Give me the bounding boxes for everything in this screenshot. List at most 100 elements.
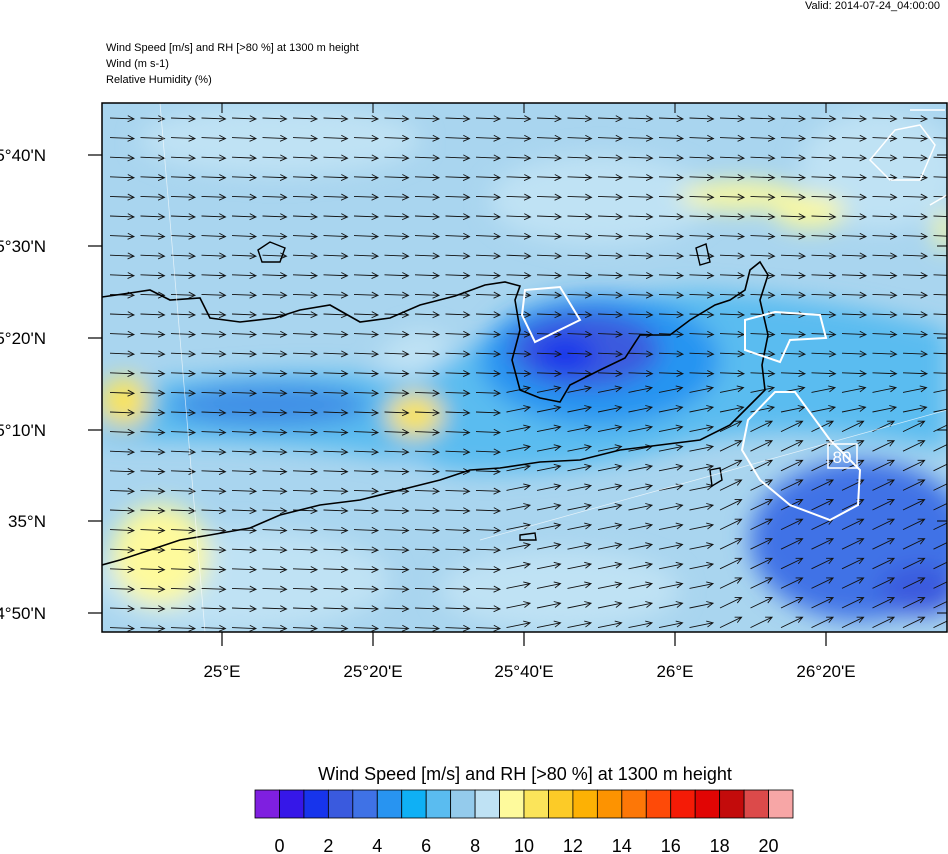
wind-arrow [475, 174, 502, 181]
wind-arrow [536, 134, 563, 142]
wind-arrow [780, 405, 806, 413]
wind-arrow [353, 232, 380, 240]
wind-arrow [597, 252, 624, 260]
wind-arrow [933, 372, 947, 374]
wind-arrow [170, 154, 197, 162]
wind-arrow [262, 546, 288, 554]
wind-arrow [292, 566, 319, 573]
wind-arrow [231, 585, 258, 593]
wind-arrow [109, 389, 136, 397]
wind-arrow [170, 487, 197, 495]
wind-arrow [750, 479, 774, 491]
graticule [159, 103, 206, 632]
wind-arrow [536, 385, 562, 393]
wind-arrow [231, 409, 258, 417]
wind-arrow [353, 291, 380, 299]
wind-arrow [628, 385, 654, 393]
wind-arrow [475, 252, 502, 260]
wind-arrow [750, 252, 776, 260]
wind-arrow [201, 213, 227, 221]
wind-arrow [414, 213, 441, 221]
colorbar-label: 18 [710, 836, 730, 854]
wind-arrow [323, 566, 349, 573]
wind-arrow [170, 174, 197, 181]
wind-arrow [262, 115, 288, 123]
wind-arrow [750, 405, 776, 413]
wind-arrow [506, 483, 532, 491]
wind-arrow [384, 232, 410, 240]
wind-arrow [933, 542, 947, 550]
wind-arrow [201, 605, 227, 613]
wind-arrow [201, 448, 227, 456]
wind-arrow [231, 487, 258, 495]
wind-arrow [475, 468, 502, 475]
wind-arrow [292, 526, 319, 534]
wind-arrow [719, 459, 743, 472]
colorbar-label: 0 [274, 836, 284, 854]
wind-arrow [902, 350, 929, 358]
wind-arrow [140, 428, 166, 436]
wind-arrow [262, 291, 288, 299]
wind-arrow [933, 156, 947, 159]
wind-arrow [811, 350, 837, 358]
wind-arrow [902, 518, 926, 531]
wind-arrow [292, 370, 319, 377]
wind-arrow [841, 370, 868, 377]
wind-arrow [323, 487, 349, 495]
wind-arrow [933, 352, 947, 355]
wind-arrow [384, 174, 410, 181]
wind-arrow [292, 389, 319, 397]
lon-label: 26°E [656, 662, 693, 681]
wind-arrow [506, 601, 532, 609]
wind-arrow [811, 420, 835, 433]
wind-arrow [109, 232, 136, 240]
wind-arrow [658, 463, 684, 472]
wind-arrow [201, 585, 227, 593]
wind-arrow [841, 440, 865, 452]
wind-arrow [353, 174, 380, 181]
wind-arrow [536, 252, 563, 260]
wind-arrow [262, 389, 288, 397]
wind-arrow [445, 448, 471, 456]
colorbar-swatch [670, 789, 696, 819]
wind-arrow [140, 487, 166, 495]
wind-arrow [750, 577, 774, 589]
wind-arrow [292, 252, 319, 260]
wind-arrow [597, 350, 624, 358]
wind-arrow [811, 370, 837, 377]
wind-arrow [567, 154, 593, 162]
wind-arrow [414, 605, 441, 613]
wind-arrow [262, 193, 288, 201]
wind-arrow [475, 605, 502, 613]
wind-arrow [872, 115, 898, 123]
wind-arrow [323, 605, 349, 613]
wind-arrow [536, 174, 563, 181]
wind-arrow [445, 487, 471, 495]
wind-arrow [414, 291, 441, 299]
wind-arrow [689, 463, 715, 472]
wind-arrow [750, 154, 776, 162]
wind-arrow [841, 291, 868, 299]
wind-arrow [567, 522, 593, 531]
wind-arrow [231, 507, 258, 515]
wind-arrow [140, 585, 166, 593]
wind-arrow [384, 566, 410, 573]
wind-arrow [353, 134, 380, 142]
wind-arrow [689, 581, 715, 589]
wind-arrow [658, 424, 684, 433]
wind-arrow [414, 252, 441, 260]
wind-arrow [231, 350, 258, 358]
wind-arrow [384, 624, 410, 632]
wind-arrow [201, 389, 227, 397]
wind-arrow [140, 526, 166, 534]
wind-arrow [445, 252, 471, 260]
wind-arrow [628, 213, 654, 221]
islands [257, 241, 723, 541]
wind-arrow [719, 518, 743, 531]
wind-arrow [231, 193, 258, 201]
wind-arrow [628, 424, 654, 433]
wind-arrow [841, 616, 865, 629]
wind-arrow [902, 440, 926, 452]
wind-arrow [170, 311, 197, 319]
wind-arrow [414, 370, 441, 377]
